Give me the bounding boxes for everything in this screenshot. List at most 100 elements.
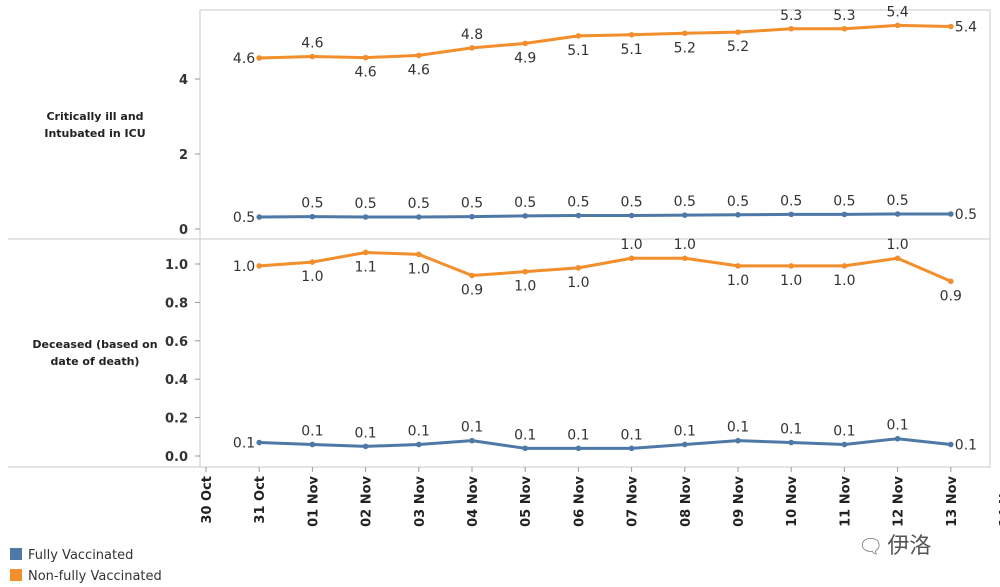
data-label: 0.9	[940, 288, 962, 304]
data-point	[948, 441, 954, 448]
data-point	[362, 214, 369, 220]
data-point	[788, 439, 794, 446]
data-label: 0.1	[886, 418, 908, 434]
data-point	[682, 30, 688, 37]
data-label: 0.5	[780, 193, 802, 209]
data-point	[469, 213, 475, 220]
data-point	[309, 259, 316, 265]
x-tick-label: 03 Nov	[413, 475, 428, 526]
data-label: 1.0	[408, 261, 430, 277]
panel-label-critically-ill: Critically ill and Intubated in ICU	[44, 110, 146, 140]
data-point	[735, 211, 741, 218]
data-label: 0.5	[301, 196, 323, 212]
watermark-text: 伊洛	[887, 534, 932, 559]
data-point	[522, 268, 528, 275]
data-label: 1.0	[833, 273, 855, 289]
data-label: 1.0	[301, 269, 323, 285]
x-tick-label: 09 Nov	[732, 475, 747, 526]
data-label: 0.5	[620, 195, 642, 211]
data-point	[788, 25, 794, 32]
watermark: 🗨 伊洛	[858, 528, 931, 560]
data-label: 0.5	[354, 196, 376, 212]
data-label: 5.3	[833, 8, 855, 24]
chart-frame	[8, 9, 991, 468]
data-point	[735, 437, 741, 444]
data-point	[628, 255, 635, 262]
data-point	[469, 45, 475, 51]
data-point	[309, 53, 316, 60]
data-label: 0.1	[354, 425, 376, 441]
x-axis: 30 Oct 31 Oct 01 Nov 02 Nov 03 Nov 04 Nov 05 N…	[200, 467, 1000, 527]
series-points	[256, 22, 954, 452]
data-label: 0.1	[955, 437, 977, 453]
x-tick-label: 08 Nov	[679, 475, 694, 526]
data-label: 5.4	[886, 4, 908, 20]
y-tick-label: 2	[179, 148, 188, 163]
data-point	[416, 214, 422, 220]
data-label: 0.1	[674, 423, 696, 439]
data-point	[256, 214, 263, 220]
data-point	[309, 441, 316, 448]
data-point	[575, 265, 582, 271]
data-point	[628, 445, 635, 452]
data-point	[628, 212, 635, 219]
data-label: 4.6	[408, 62, 430, 78]
series-line	[259, 212, 951, 219]
data-label: 1.0	[886, 237, 908, 253]
legend-label-non-fully-vaccinated: Non-fully Vaccinated	[28, 569, 162, 584]
data-point	[948, 23, 954, 30]
data-label: 0.1	[833, 423, 855, 439]
data-label: 0.5	[727, 194, 749, 210]
data-point	[788, 211, 794, 218]
data-point	[362, 54, 369, 61]
x-tick-label: 02 Nov	[360, 475, 375, 526]
legend-swatch-non-fully-vaccinated	[10, 569, 22, 581]
data-label: 5.4	[955, 20, 977, 36]
y-axis-critically-ill: 0 2 4	[179, 73, 200, 238]
series-lines	[259, 23, 952, 450]
data-label: 0.5	[674, 194, 696, 210]
x-tick-label: 06 Nov	[572, 475, 587, 526]
x-tick-label: 01 Nov	[306, 475, 321, 526]
x-tick-label: 31 Oct	[253, 476, 268, 524]
data-label: 0.1	[620, 427, 642, 443]
data-label: 1.0	[233, 259, 255, 275]
x-tick-label: 10 Nov	[785, 475, 800, 526]
data-label: 5.3	[780, 8, 802, 24]
data-point	[522, 445, 528, 452]
data-label: 0.1	[461, 420, 483, 436]
y-tick-label: 0.6	[165, 335, 188, 350]
y-tick-label: 0.4	[165, 373, 188, 388]
series-line	[259, 250, 952, 283]
data-label: 0.1	[567, 427, 589, 443]
data-point	[948, 278, 954, 285]
data-point	[309, 213, 316, 220]
data-point	[894, 255, 901, 262]
y-axis-deceased: 0.0 0.2 0.4 0.6 0.8 1.0	[165, 258, 200, 465]
data-point	[841, 211, 848, 218]
data-point	[256, 263, 263, 269]
x-tick-label: 12 Nov	[892, 475, 907, 526]
data-label: 5.1	[567, 43, 589, 59]
data-label: 0.1	[301, 423, 323, 439]
data-point	[682, 441, 688, 448]
data-point	[682, 212, 688, 218]
data-point	[735, 263, 741, 269]
x-tick-label: 11 Nov	[838, 475, 853, 526]
data-label: 1.0	[674, 237, 696, 253]
legend-swatch-fully-vaccinated	[10, 548, 22, 560]
data-label: 1.0	[727, 273, 749, 289]
data-label: 1.0	[514, 279, 536, 295]
data-labels: 0.5 0.5 0.5 0.5 0.5 0.5 0.5 0.5 0.5 0.5 0.5 0.5 0.5 0…	[233, 4, 977, 453]
data-point	[469, 437, 475, 444]
data-point	[522, 40, 528, 47]
legend-label-fully-vaccinated: Fully Vaccinated	[28, 548, 134, 563]
data-point	[894, 211, 901, 217]
wechat-bubble-icon: 🗨	[858, 534, 884, 558]
series-line	[259, 23, 951, 60]
data-point	[416, 52, 422, 59]
x-tick-label: 04 Nov	[466, 475, 481, 526]
y-tick-label: 0.2	[165, 412, 188, 427]
data-point	[841, 441, 848, 448]
